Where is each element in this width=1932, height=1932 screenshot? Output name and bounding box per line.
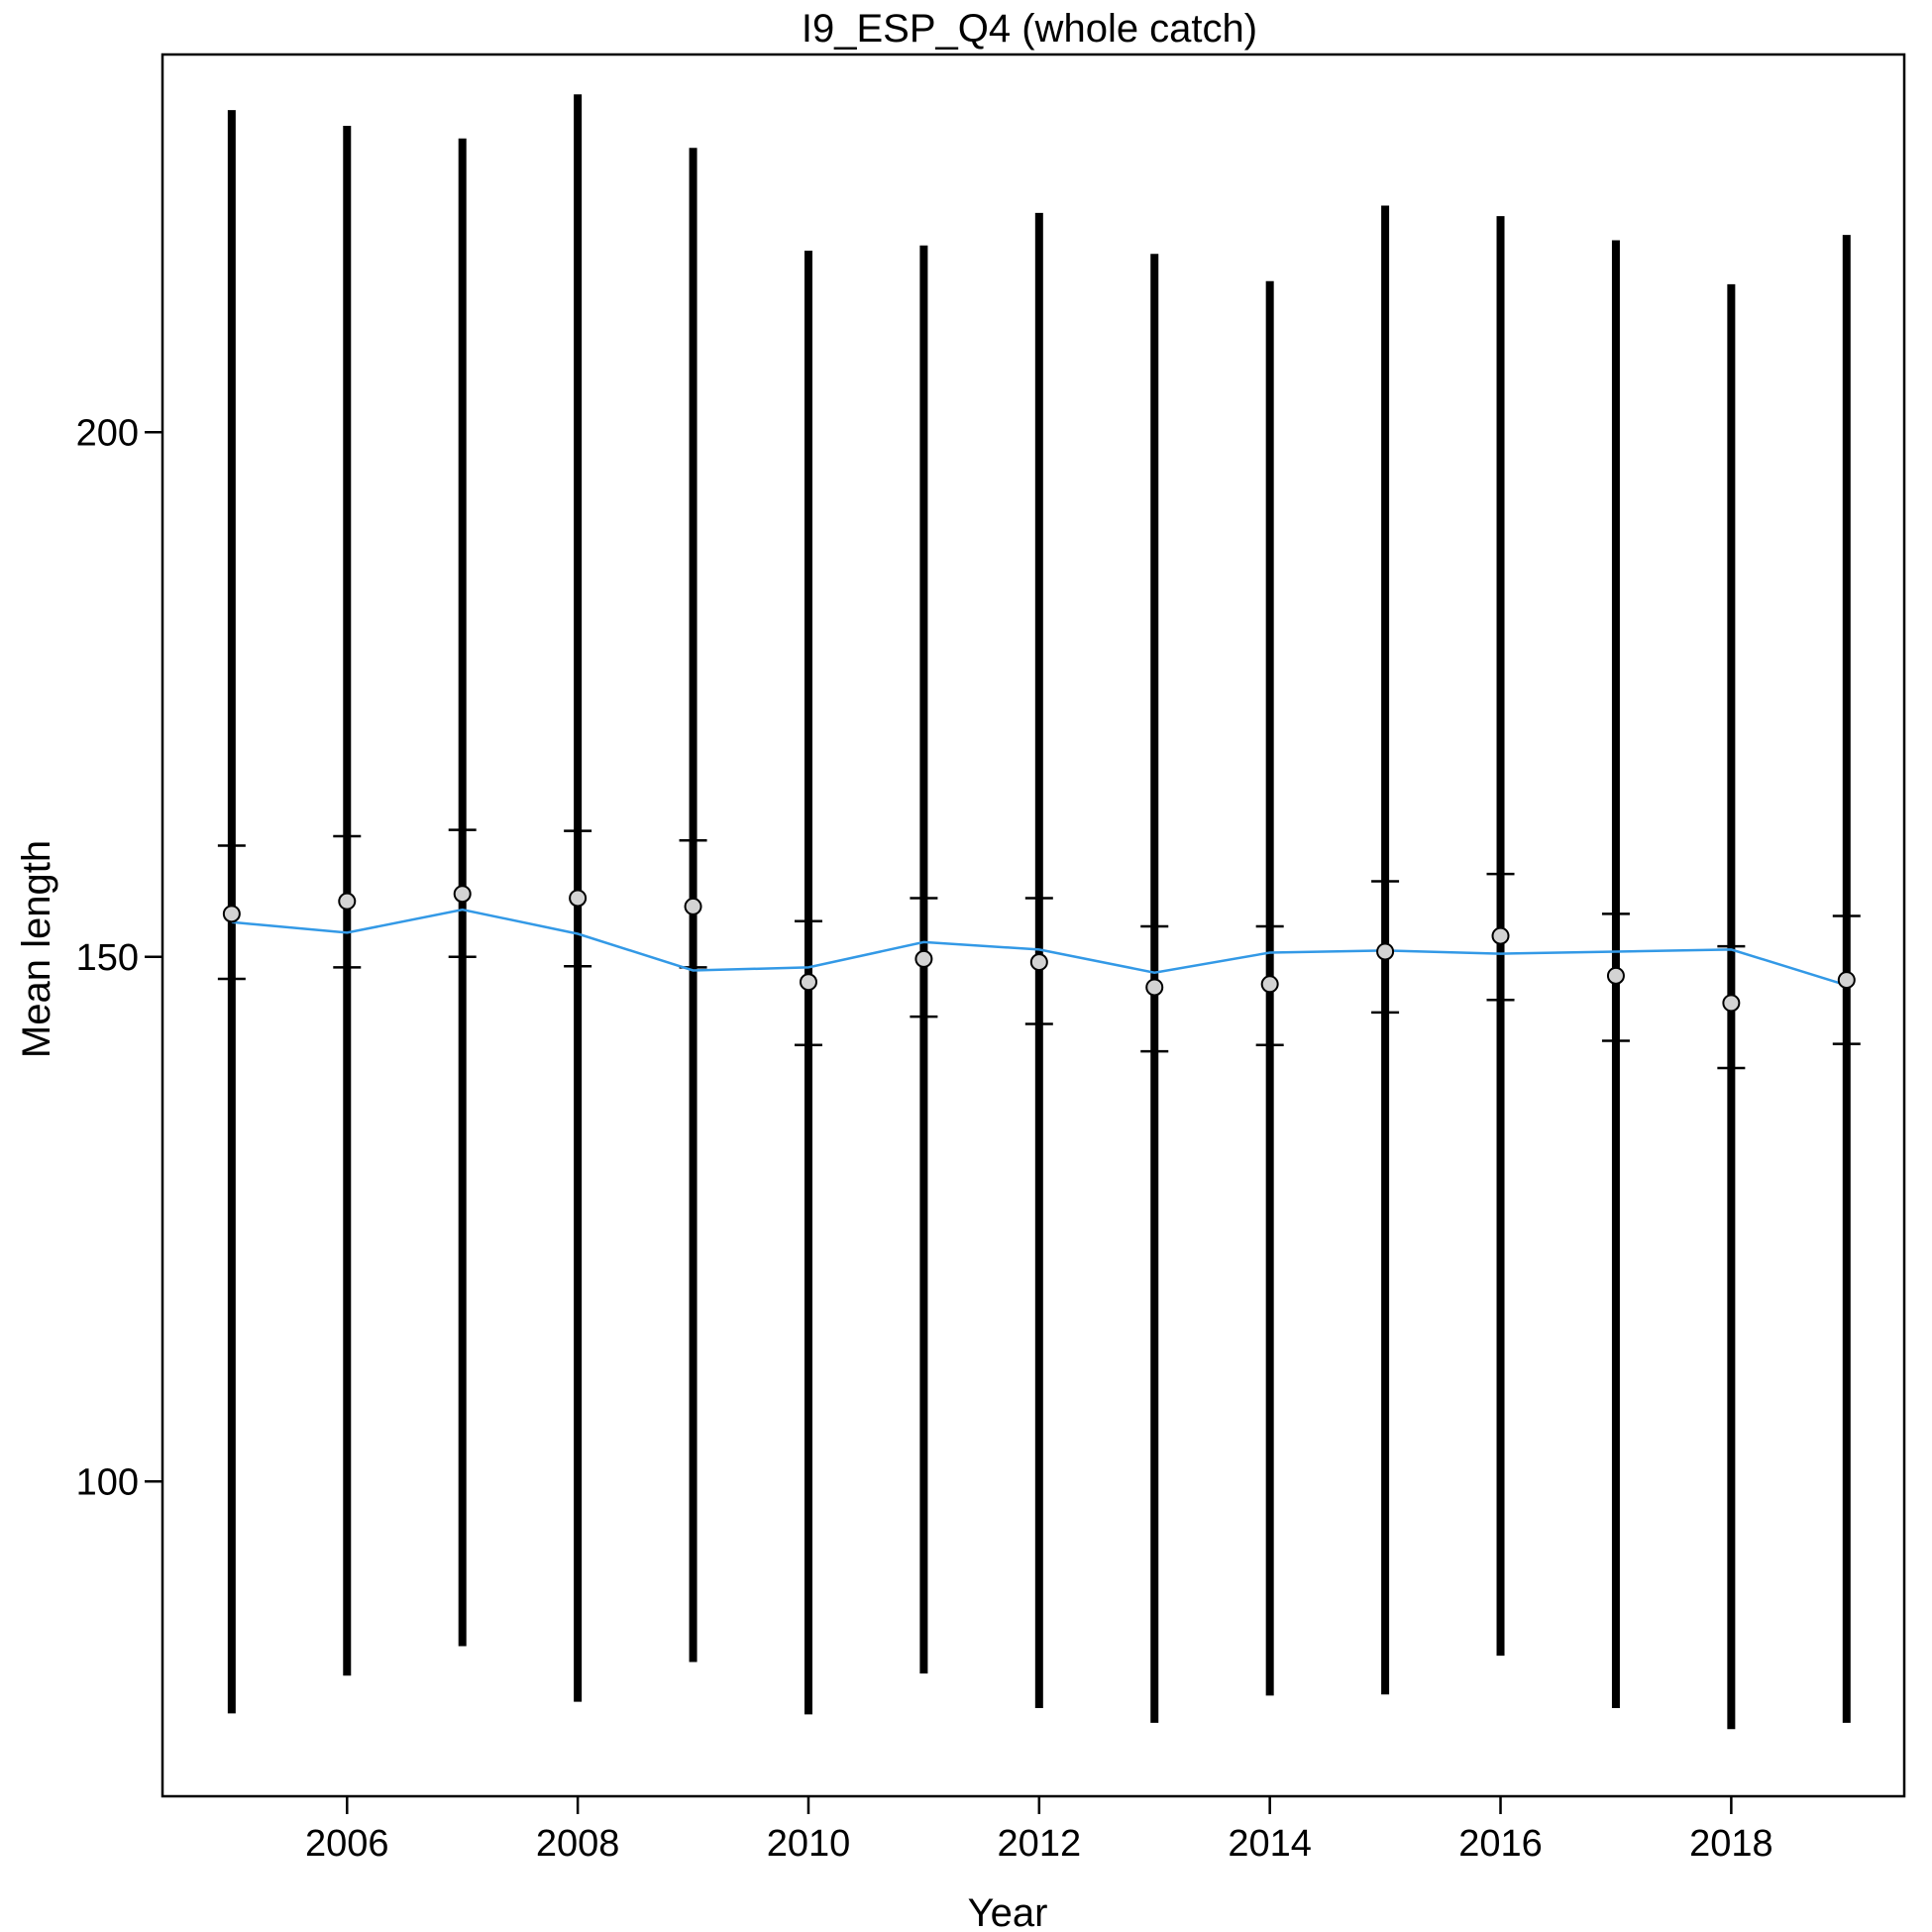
x-tick-label-2008: 2008 — [536, 1823, 620, 1865]
y-tick-label-100: 100 — [76, 1461, 139, 1503]
observed-point-2015 — [1376, 942, 1395, 961]
observed-point-2018 — [1722, 994, 1741, 1013]
observed-point-2012 — [1029, 953, 1048, 972]
plot-area — [217, 94, 1861, 1730]
observed-point-2008 — [569, 889, 588, 908]
x-tick-label-2016: 2016 — [1458, 1823, 1543, 1865]
y-tick-label-150: 150 — [76, 937, 139, 979]
observed-point-2007 — [453, 885, 472, 904]
observed-point-2005 — [222, 905, 241, 923]
x-axis-label: Year — [968, 1891, 1048, 1932]
observed-point-2009 — [684, 897, 702, 915]
observed-point-2019 — [1837, 971, 1856, 990]
observed-point-2013 — [1145, 978, 1164, 997]
x-tick-label-2014: 2014 — [1228, 1823, 1312, 1865]
x-tick-label-2006: 2006 — [305, 1823, 389, 1865]
observed-point-2016 — [1491, 926, 1510, 945]
observed-point-2011 — [914, 949, 933, 968]
x-tick-label-2018: 2018 — [1689, 1823, 1773, 1865]
x-tick-label-2010: 2010 — [767, 1823, 851, 1865]
observed-point-2017 — [1606, 966, 1625, 985]
chart-title: I9_ESP_Q4 (whole catch) — [802, 7, 1257, 51]
observed-point-2014 — [1260, 975, 1279, 994]
y-tick-label-200: 200 — [76, 412, 139, 454]
observed-point-2006 — [338, 892, 357, 911]
axes: 2006 2008 2010 2012 2014 2016 2018 100 150 200 — [76, 412, 1773, 1865]
plot-frame — [161, 53, 1906, 1798]
fitted-line — [231, 908, 1848, 987]
observed-point-2010 — [799, 973, 817, 992]
y-axis-label: Mean length — [15, 840, 58, 1058]
x-tick-label-2012: 2012 — [998, 1823, 1082, 1865]
